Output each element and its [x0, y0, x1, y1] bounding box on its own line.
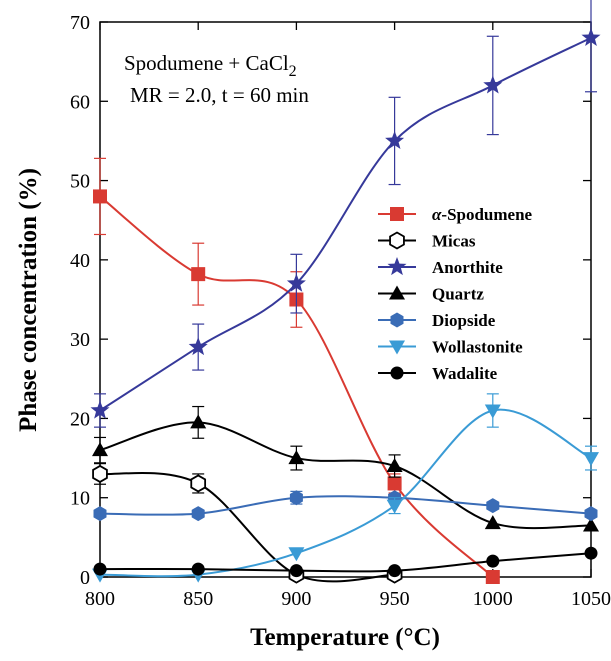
- x-tick-label: 900: [281, 588, 311, 610]
- legend-marker: [390, 366, 404, 380]
- series--spodumene: [93, 157, 500, 584]
- legend-label: α-Spodumene: [432, 205, 533, 224]
- series-quartz: [92, 405, 599, 532]
- y-axis-ticks: 0 10 20 30 40 50 60 70: [70, 12, 591, 589]
- data-point: [93, 506, 107, 522]
- x-tick-label: 1050: [571, 588, 611, 610]
- legend-label: Micas: [432, 232, 476, 251]
- data-point: [191, 562, 205, 576]
- series-anorthite: [90, 0, 601, 428]
- series-micas: [92, 463, 403, 584]
- y-axis-title: Phase concentration (%): [15, 168, 42, 432]
- data-point: [188, 337, 208, 356]
- data-point: [386, 458, 403, 472]
- legend-label: Quartz: [432, 285, 484, 304]
- data-point: [93, 562, 107, 576]
- data-point: [483, 75, 503, 94]
- x-axis-title: Temperature (°C): [250, 624, 440, 651]
- y-tick-label: 30: [70, 329, 90, 351]
- data-point: [385, 130, 405, 150]
- error-bar: [585, 0, 597, 93]
- legend-marker: [390, 312, 404, 328]
- data-point: [485, 570, 500, 584]
- x-tick-label: 800: [85, 588, 115, 610]
- annotation-line-1-subscript: 2: [289, 63, 297, 80]
- series-line: [99, 195, 494, 578]
- plot-area-frame: [99, 21, 592, 578]
- data-point: [486, 554, 500, 568]
- data-point: [388, 564, 402, 578]
- series-layer: [90, 0, 601, 584]
- y-tick-label: 40: [70, 250, 90, 272]
- legend-label-prefix: α: [432, 205, 442, 224]
- x-tick-label: 850: [183, 588, 213, 610]
- data-point: [93, 189, 107, 204]
- data-point: [387, 476, 402, 491]
- legend-marker: [389, 231, 405, 250]
- series-line: [99, 421, 592, 530]
- x-tick-label: 1000: [473, 588, 513, 610]
- data-point: [190, 474, 207, 493]
- legend: α-Spodumene Micas Anorthite Quartz Diopside W…: [378, 205, 533, 383]
- data-point: [583, 517, 599, 532]
- legend-label: Diopside: [432, 311, 496, 330]
- data-point: [90, 400, 110, 419]
- data-point: [191, 267, 206, 282]
- series-line: [99, 495, 592, 516]
- y-tick-label: 70: [70, 12, 90, 34]
- legend-item: Anorthite: [378, 257, 503, 277]
- data-point: [288, 547, 305, 562]
- legend-label: Anorthite: [432, 258, 503, 277]
- data-point: [386, 499, 403, 514]
- series-wollastonite: [92, 393, 599, 583]
- data-point: [92, 442, 108, 457]
- series-diopside: [93, 490, 598, 522]
- x-tick-label: 950: [380, 588, 410, 610]
- data-point: [584, 546, 598, 560]
- data-point: [584, 506, 598, 522]
- data-point: [191, 506, 205, 522]
- data-point: [484, 404, 501, 419]
- legend-label-suffix: -Spodumene: [441, 205, 532, 224]
- legend-marker: [389, 285, 405, 300]
- data-point: [190, 414, 207, 429]
- y-tick-label: 20: [70, 408, 90, 430]
- legend-item: Quartz: [378, 285, 484, 304]
- legend-item: Micas: [378, 231, 476, 251]
- data-point: [289, 490, 303, 506]
- data-point: [581, 27, 601, 46]
- legend-item: Diopside: [378, 311, 496, 330]
- legend-marker: [387, 257, 407, 276]
- data-point: [286, 273, 306, 292]
- data-point: [583, 452, 599, 467]
- series-line: [99, 552, 592, 573]
- y-tick-label: 10: [70, 488, 90, 510]
- legend-marker: [389, 340, 405, 355]
- legend-marker: [390, 207, 404, 221]
- data-point: [486, 498, 500, 514]
- y-tick-label: 60: [70, 91, 90, 113]
- annotation: Spodumene + CaCl2 MR = 2.0, t = 60 min: [124, 51, 309, 107]
- legend-item: α-Spodumene: [378, 205, 533, 224]
- annotation-line-1-main: Spodumene + CaCl: [124, 51, 289, 75]
- x-axis-ticks: 800 850 900 950 1000 1050: [85, 22, 611, 610]
- data-point: [92, 464, 108, 483]
- annotation-line-2: MR = 2.0, t = 60 min: [130, 83, 309, 107]
- y-tick-label: 50: [70, 171, 90, 193]
- legend-item: Wadalite: [378, 364, 498, 383]
- series-wadalite: [93, 546, 598, 578]
- data-point: [484, 515, 501, 530]
- legend-item: Wollastonite: [378, 338, 523, 357]
- annotation-line-1: Spodumene + CaCl2: [124, 51, 297, 80]
- data-point: [288, 450, 305, 465]
- series-line: [99, 408, 592, 578]
- legend-label: Wollastonite: [432, 338, 523, 357]
- legend-label: Wadalite: [432, 364, 498, 383]
- data-point: [289, 564, 303, 578]
- y-tick-label: 0: [80, 567, 90, 589]
- series-line: [99, 472, 395, 583]
